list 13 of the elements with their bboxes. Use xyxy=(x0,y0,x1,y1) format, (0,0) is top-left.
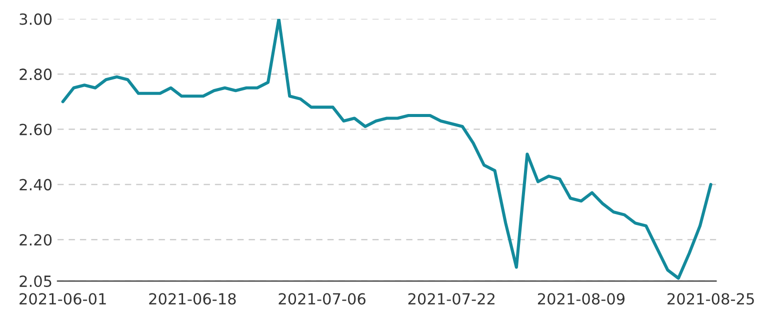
x-tick-label: 2021-08-25 xyxy=(668,293,754,305)
x-tick-label: 2021-08-09 xyxy=(538,293,625,305)
y-tick-label: 2.60 xyxy=(20,124,52,136)
y-tick-label: 2.05 xyxy=(20,275,52,288)
y-tick-label: 3.00 xyxy=(20,13,52,25)
line-series xyxy=(61,18,712,280)
y-tick-label: 2.20 xyxy=(20,234,52,246)
x-tick-label: 2021-07-06 xyxy=(278,293,366,305)
x-tick-label: 2021-06-18 xyxy=(149,293,236,305)
x-tick-label: 2021-06-01 xyxy=(20,293,106,305)
y-tick-label: 2.40 xyxy=(20,178,52,190)
y-tick-label: 2.80 xyxy=(20,68,52,80)
x-tick-label: 2021-07-22 xyxy=(408,293,494,305)
